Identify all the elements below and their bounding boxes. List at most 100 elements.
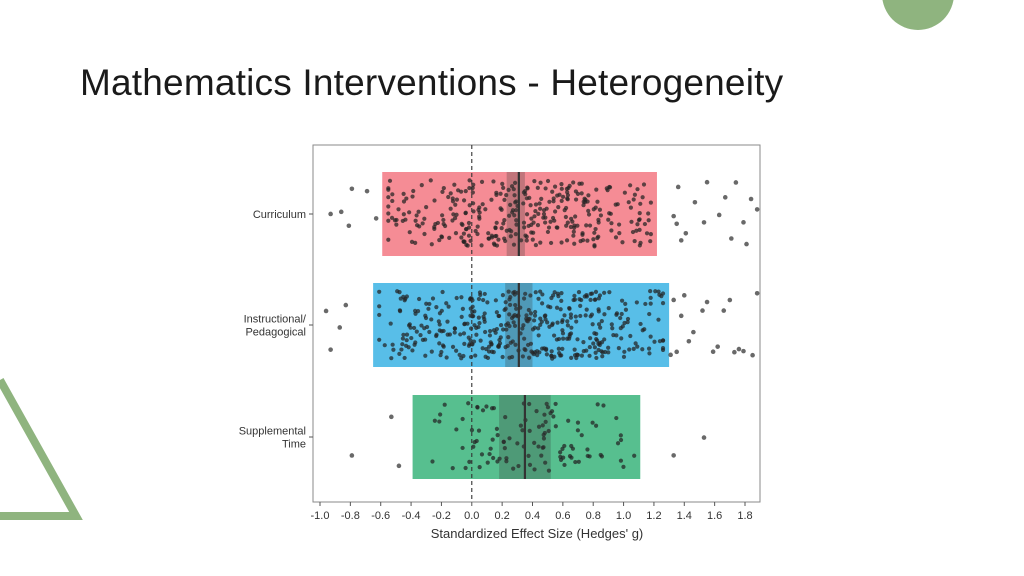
- data-point: [403, 343, 409, 348]
- data-point: [648, 334, 653, 339]
- data-point: [578, 313, 583, 319]
- data-point: [494, 190, 499, 195]
- data-point: [413, 218, 418, 223]
- data-point: [506, 187, 511, 192]
- data-point: [587, 223, 593, 228]
- data-point: [441, 221, 446, 227]
- data-point: [644, 231, 650, 236]
- data-point: [593, 226, 598, 232]
- data-point: [386, 237, 391, 242]
- data-point: [491, 241, 497, 246]
- data-point: [499, 207, 504, 212]
- data-point: [477, 320, 482, 326]
- data-point: [528, 311, 534, 316]
- data-point: [536, 444, 541, 449]
- outlier-point: [675, 184, 681, 190]
- data-point: [543, 313, 548, 318]
- data-point: [628, 183, 633, 188]
- data-point: [414, 329, 419, 334]
- data-point: [420, 221, 425, 226]
- data-point: [475, 404, 480, 410]
- data-point: [468, 354, 474, 360]
- data-point: [605, 187, 610, 193]
- data-point: [460, 445, 465, 451]
- data-point: [462, 321, 467, 326]
- data-point: [618, 458, 624, 463]
- data-point: [402, 298, 407, 303]
- data-point: [557, 351, 562, 356]
- data-point: [561, 194, 566, 199]
- data-point: [592, 345, 598, 350]
- data-point: [572, 241, 577, 246]
- outlier-point: [323, 308, 329, 314]
- data-point: [477, 216, 482, 221]
- data-point: [555, 320, 560, 325]
- data-point: [466, 220, 472, 226]
- data-point: [377, 312, 382, 318]
- data-point: [415, 308, 421, 314]
- data-point: [390, 198, 395, 204]
- data-point: [541, 436, 547, 441]
- data-point: [632, 238, 637, 244]
- data-point: [474, 438, 479, 444]
- data-point: [401, 191, 406, 196]
- data-point: [513, 208, 519, 213]
- data-point: [397, 308, 403, 314]
- data-point: [621, 354, 627, 359]
- data-point: [437, 419, 442, 424]
- data-point: [534, 409, 539, 414]
- data-point: [596, 322, 602, 327]
- data-point: [615, 441, 621, 446]
- data-point: [480, 346, 485, 351]
- data-point: [628, 333, 633, 339]
- data-point: [377, 289, 382, 294]
- data-point: [453, 230, 459, 236]
- interval-band: [412, 395, 641, 479]
- data-point: [432, 418, 437, 423]
- data-point: [440, 343, 446, 348]
- data-point: [618, 433, 623, 438]
- data-point: [522, 336, 527, 341]
- category-label: Instructional/: [244, 314, 307, 326]
- outlier-point: [732, 349, 737, 355]
- data-point: [609, 322, 614, 327]
- data-point: [416, 209, 421, 214]
- data-point: [501, 439, 506, 445]
- data-point: [554, 225, 559, 230]
- data-point: [532, 467, 537, 472]
- data-point: [528, 203, 533, 208]
- outlier-point: [715, 344, 720, 349]
- data-point: [549, 349, 554, 354]
- data-point: [524, 313, 529, 318]
- data-point: [656, 317, 661, 322]
- data-point: [513, 302, 518, 308]
- data-point: [426, 306, 431, 311]
- data-point: [441, 186, 446, 191]
- data-point: [474, 332, 479, 337]
- data-point: [627, 347, 632, 352]
- data-point: [540, 445, 545, 450]
- data-point: [538, 322, 543, 327]
- data-point: [485, 460, 490, 465]
- data-point: [508, 302, 513, 308]
- data-point: [504, 193, 509, 198]
- outlier-point: [686, 338, 692, 344]
- data-point: [592, 230, 597, 235]
- data-point: [430, 459, 435, 464]
- outlier-point: [337, 325, 343, 330]
- data-point: [513, 232, 518, 237]
- data-point: [562, 462, 567, 468]
- outlier-point: [396, 463, 402, 469]
- data-point: [451, 212, 456, 217]
- data-point: [647, 311, 652, 317]
- data-point: [581, 348, 586, 354]
- data-point: [633, 341, 638, 346]
- x-axis: -1.0 -0.8 -0.6 -0.4 -0.2 0.0 0.2 0.4 0.6 0.8 1.0 1.…: [311, 502, 753, 522]
- outlier-point: [349, 186, 355, 192]
- data-point: [503, 238, 508, 244]
- data-point: [564, 223, 569, 228]
- data-point: [593, 423, 599, 428]
- data-point: [539, 196, 544, 201]
- data-point: [515, 441, 520, 446]
- data-point: [511, 242, 517, 247]
